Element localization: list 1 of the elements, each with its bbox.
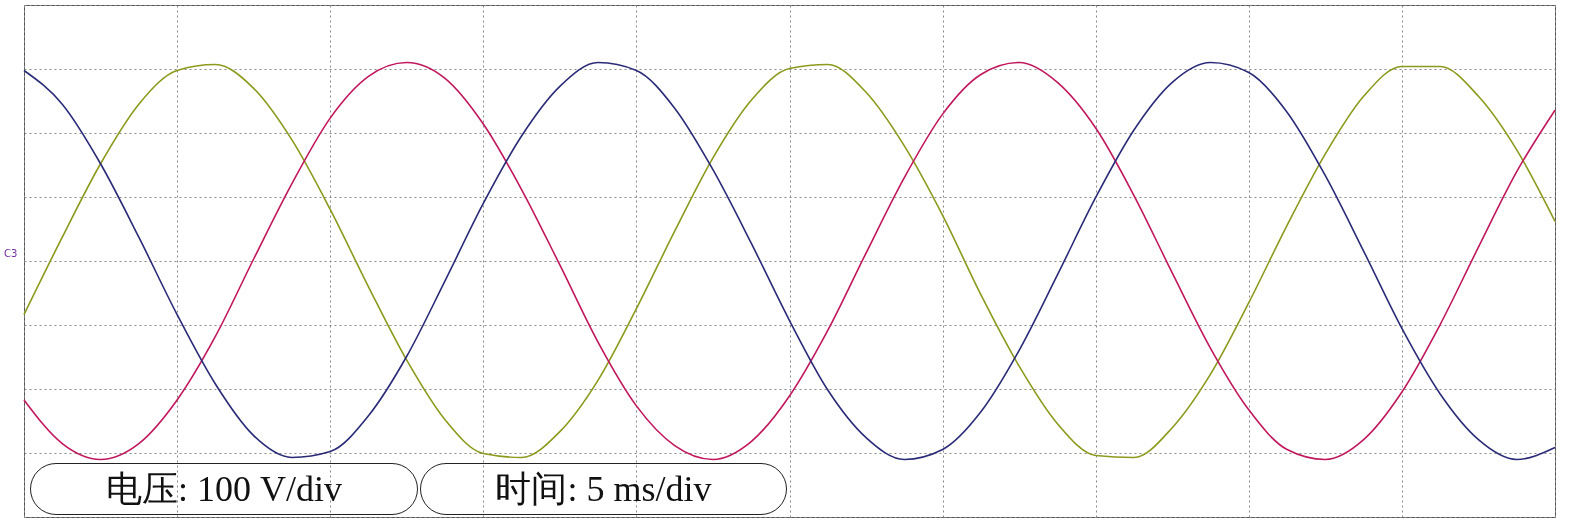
- text: C3: [4, 248, 18, 259]
